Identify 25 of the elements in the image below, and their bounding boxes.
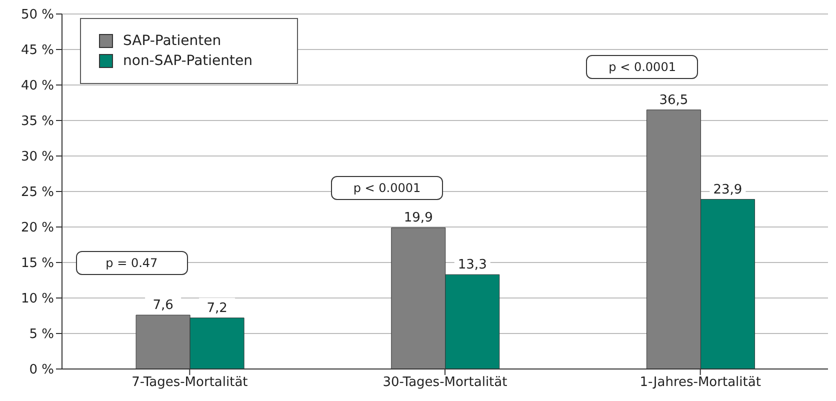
y-tick-label: 25 %	[20, 185, 54, 200]
legend-label: SAP-Patienten	[122, 33, 222, 49]
y-tick-label: 5 %	[29, 327, 54, 342]
y-tick-label: 45 %	[20, 43, 54, 58]
x-tick-label: 1-Jahres-Mortalität	[640, 375, 761, 390]
x-tick-label: 30-Tages-Mortalität	[382, 375, 508, 390]
data-label: 13,3	[458, 258, 487, 273]
y-tick-label: 15 %	[20, 256, 54, 272]
data-label: 19,9	[404, 210, 433, 226]
y-tick-label: 10 %	[20, 292, 54, 307]
callout-box: p = 0.47	[76, 251, 188, 275]
x-tick-label: 7-Tages-Mortalität	[132, 375, 248, 390]
callout-box: p < 0.0001	[331, 176, 443, 200]
y-tick-label: 30 %	[20, 150, 54, 165]
data-label: 7,2	[206, 300, 228, 316]
y-tick-label: 50 %	[20, 8, 54, 23]
y-tick-label: 35 %	[20, 114, 54, 130]
data-label: 36,5	[659, 92, 688, 108]
data-label: 23,9	[713, 182, 742, 198]
callout-box: p < 0.0001	[586, 55, 698, 79]
data-label: 7,6	[152, 298, 174, 314]
y-tick-label: 40 %	[20, 78, 54, 94]
y-tick-label: 20 %	[20, 220, 54, 236]
legend-label: non-SAP-Patienten	[122, 53, 254, 69]
y-tick-label: 0 %	[29, 362, 54, 378]
